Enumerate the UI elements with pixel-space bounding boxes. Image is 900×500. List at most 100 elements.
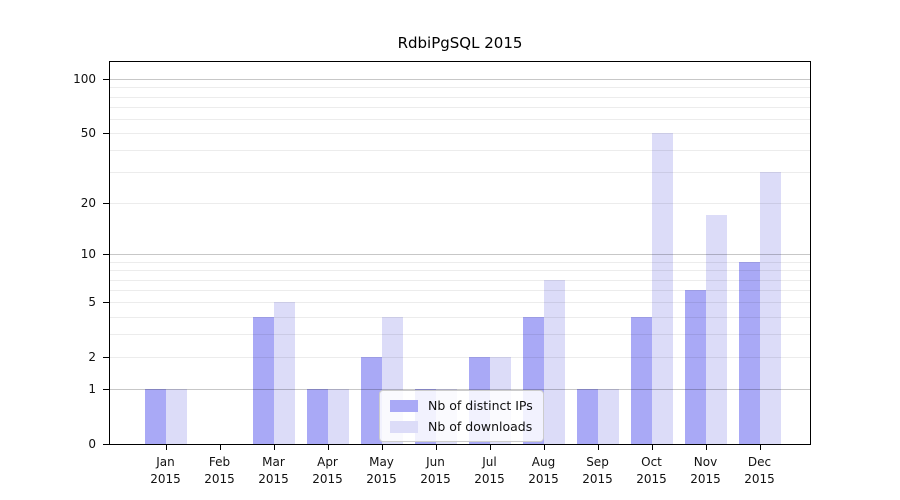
x-tick-year: 2015 (690, 472, 721, 487)
y-tick-label-1: 1 (88, 382, 96, 397)
x-tick-year: 2015 (528, 472, 559, 487)
plot-area: Nb of distinct IPs Nb of downloads (109, 61, 811, 445)
x-tick-month: Mar (262, 455, 285, 469)
x-tick-month: May (369, 455, 394, 469)
y-tick-label-2: 2 (88, 350, 96, 365)
gridline-minor-5 (110, 302, 810, 304)
gridline-minor-3 (110, 334, 810, 336)
x-tick-month: Sep (586, 455, 609, 469)
gridline-minor-60 (110, 118, 810, 120)
gridline-minor-6 (110, 290, 810, 292)
x-tick-month: Nov (693, 455, 718, 469)
gridline-minor-7 (110, 279, 810, 281)
bar-nb-of-distinct-ips-sep (576, 389, 598, 444)
legend-entry-nb-of-distinct-ips: Nb of distinct IPs (390, 398, 533, 413)
x-tick-year: 2015 (474, 472, 505, 487)
x-tick-label-jun: Jun 2015 (409, 454, 463, 489)
x-tick-label-feb: Feb 2015 (193, 454, 247, 489)
gridline-minor-80 (110, 96, 810, 98)
x-tick-year: 2015 (150, 472, 181, 487)
x-tick-label-jul: Jul 2015 (463, 454, 517, 489)
y-tick-mark-100 (103, 79, 109, 80)
y-axis: 0 1 2 5 10 20 50 100 (0, 62, 109, 451)
x-tick-mark-apr (327, 445, 329, 450)
legend-label-nb-of-downloads: Nb of downloads (428, 419, 533, 434)
x-tick-mark-mar (273, 445, 275, 450)
y-tick-mark-5 (103, 302, 109, 304)
gridline-minor-40 (110, 150, 810, 152)
grid-layer (110, 62, 810, 444)
y-tick-mark-50 (103, 133, 109, 134)
x-tick-year: 2015 (420, 472, 451, 487)
bar-nb-of-distinct-ips-apr (306, 389, 328, 444)
gridline-major-100 (110, 79, 810, 80)
y-tick-mark-2 (103, 357, 109, 359)
x-tick-label-dec: Dec 2015 (733, 454, 787, 489)
x-tick-year: 2015 (258, 472, 289, 487)
x-tick-label-sep: Sep 2015 (571, 454, 625, 489)
x-tick-mark-may (381, 445, 383, 450)
x-tick-mark-sep (597, 445, 599, 450)
bar-nb-of-downloads-jan (165, 389, 187, 444)
x-tick-month: Apr (317, 455, 338, 469)
x-tick-label-oct: Oct 2015 (625, 454, 679, 489)
gridline-minor-20 (110, 203, 810, 205)
bar-nb-of-downloads-nov (705, 215, 727, 444)
x-tick-year: 2015 (636, 472, 667, 487)
bar-nb-of-distinct-ips-oct (630, 316, 652, 444)
y-tick-label-20: 20 (80, 196, 96, 211)
x-tick-month: Dec (747, 455, 772, 469)
bar-nb-of-distinct-ips-mar (252, 316, 274, 444)
gridline-minor-30 (110, 172, 810, 174)
x-tick-month: Jan (156, 455, 175, 469)
x-tick-year: 2015 (366, 472, 397, 487)
x-tick-label-mar: Mar 2015 (247, 454, 301, 489)
legend-swatch-nb-of-distinct-ips (390, 399, 418, 412)
gridline-major-10 (110, 254, 810, 256)
x-tick-month: Oct (641, 455, 662, 469)
legend-entry-nb-of-downloads: Nb of downloads (390, 419, 533, 434)
y-tick-mark-20 (103, 203, 109, 205)
gridline-major-1 (110, 389, 810, 391)
chart-title: RdbiPgSQL 2015 (397, 34, 523, 52)
x-tick-month: Jul (482, 455, 497, 469)
bar-nb-of-distinct-ips-dec (738, 261, 760, 444)
y-tick-label-50: 50 (80, 126, 96, 140)
bar-nb-of-distinct-ips-jan (144, 389, 166, 444)
y-tick-mark-0 (103, 444, 109, 445)
bar-nb-of-downloads-sep (597, 389, 619, 444)
gridline-minor-70 (110, 106, 810, 108)
x-tick-label-aug: Aug 2015 (517, 454, 571, 489)
x-tick-year: 2015 (312, 472, 343, 487)
gridline-minor-4 (110, 316, 810, 318)
y-tick-mark-1 (103, 389, 109, 391)
x-tick-year: 2015 (744, 472, 775, 487)
x-tick-mark-jun (435, 445, 437, 450)
x-tick-label-apr: Apr 2015 (301, 454, 355, 489)
legend-swatch-nb-of-downloads (390, 420, 418, 433)
bar-nb-of-downloads-aug (543, 279, 565, 444)
legend-label-nb-of-distinct-ips: Nb of distinct IPs (428, 398, 533, 413)
x-tick-month: Aug (531, 455, 556, 469)
x-tick-month: Feb (208, 455, 231, 469)
bar-nb-of-distinct-ips-nov (684, 290, 706, 444)
x-tick-mark-oct (651, 445, 653, 450)
x-tick-mark-jul (489, 445, 491, 450)
x-tick-year: 2015 (582, 472, 613, 487)
bar-nb-of-distinct-ips-may (360, 357, 382, 444)
bar-nb-of-downloads-apr (327, 389, 349, 444)
x-tick-mark-aug (543, 445, 545, 450)
gridline-minor-9 (110, 261, 810, 263)
x-tick-mark-feb (219, 445, 221, 450)
gridline-minor-2 (110, 357, 810, 359)
y-tick-mark-10 (103, 254, 109, 256)
x-tick-label-may: May 2015 (355, 454, 409, 489)
gridline-minor-50 (110, 133, 810, 134)
x-tick-label-jan: Jan 2015 (139, 454, 193, 489)
x-tick-mark-nov (705, 445, 707, 450)
y-tick-label-0: 0 (88, 437, 96, 451)
legend: Nb of distinct IPs Nb of downloads (379, 390, 544, 442)
x-tick-label-nov: Nov 2015 (679, 454, 733, 489)
y-tick-label-10: 10 (80, 247, 96, 262)
